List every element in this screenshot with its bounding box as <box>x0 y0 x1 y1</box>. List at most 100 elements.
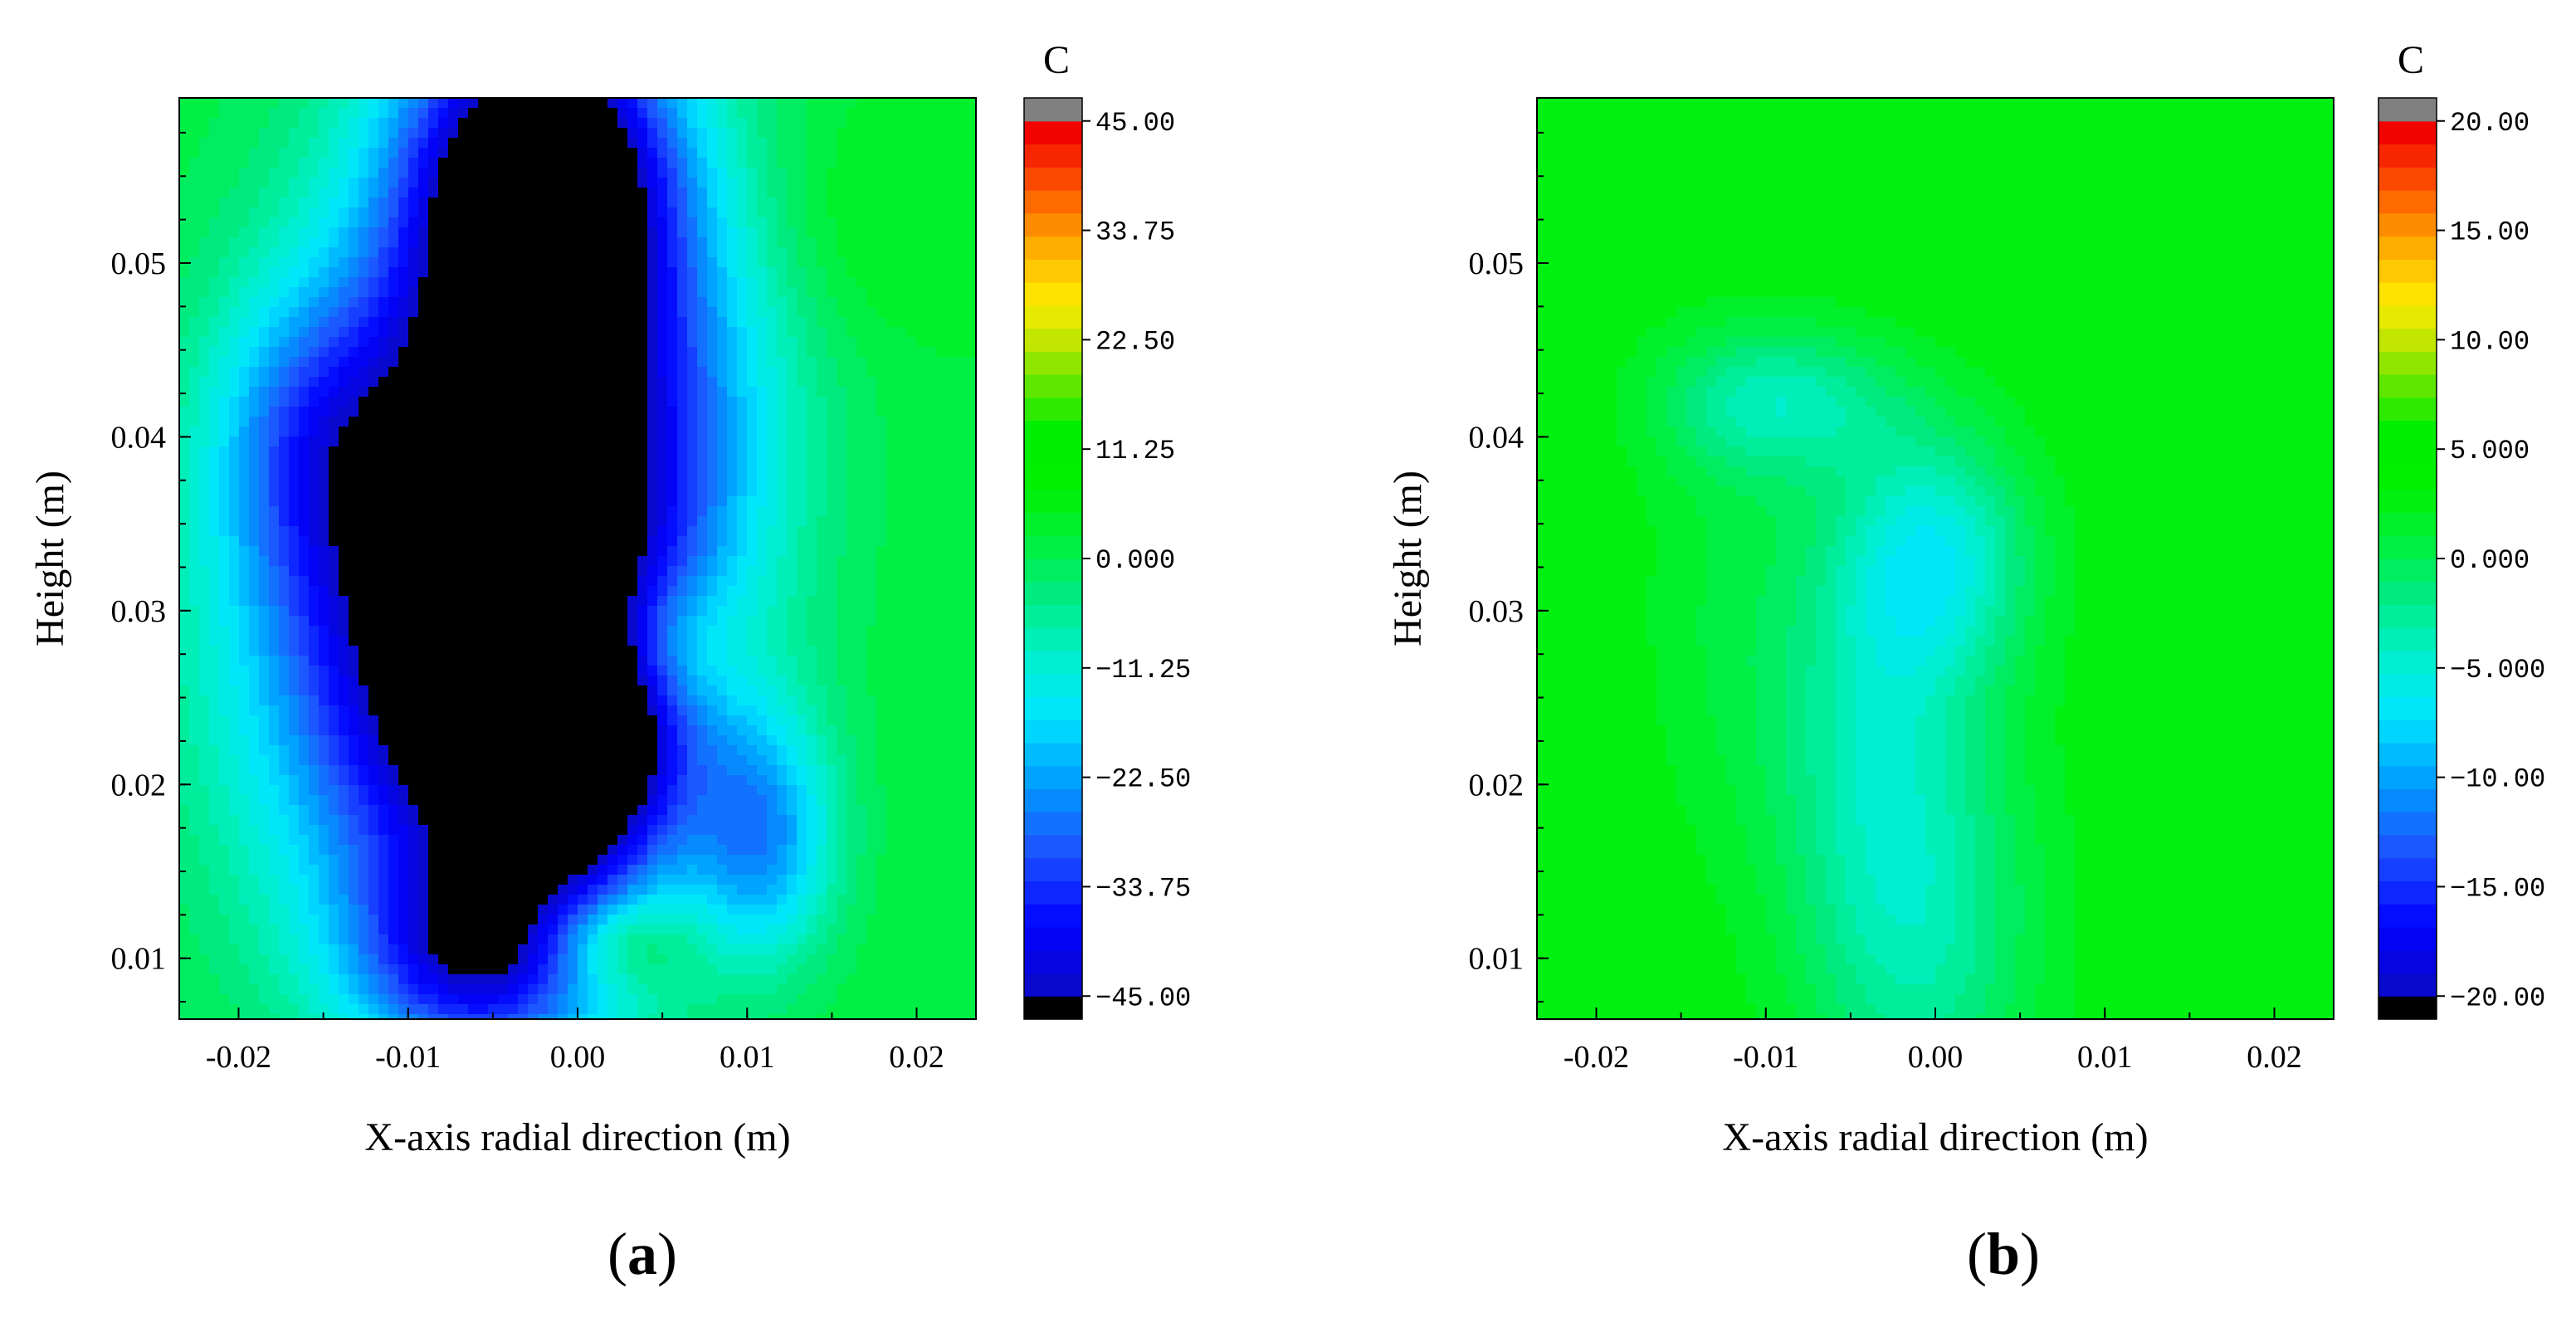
contour-cell <box>309 616 320 627</box>
contour-cell <box>717 198 728 208</box>
contour-cell <box>876 377 887 388</box>
contour-cell <box>538 417 549 427</box>
contour-cell <box>508 227 519 238</box>
contour-cell <box>538 148 549 159</box>
contour-cell <box>239 257 250 268</box>
contour-cell <box>657 685 668 696</box>
contour-cell <box>817 207 827 218</box>
contour-cell <box>896 118 907 129</box>
contour-cell <box>289 217 300 228</box>
contour-cell <box>598 695 608 706</box>
contour-cell <box>229 297 240 308</box>
contour-cell <box>349 337 359 348</box>
contour-cell <box>966 168 976 178</box>
contour-cell <box>528 437 539 447</box>
contour-cell <box>946 257 957 268</box>
contour-cell <box>438 536 449 547</box>
contour-cell <box>588 138 598 149</box>
contour-cell <box>259 237 270 248</box>
contour-cell <box>269 466 280 477</box>
contour-cell <box>946 496 957 507</box>
contour-cell <box>229 516 240 527</box>
contour-cell <box>488 676 499 686</box>
contour-cell <box>916 217 927 228</box>
contour-cell <box>846 546 857 557</box>
contour-cell <box>588 417 598 427</box>
contour-cell <box>408 486 419 497</box>
contour-cell <box>787 437 798 447</box>
contour-cell <box>637 198 648 208</box>
contour-cell <box>837 178 847 188</box>
contour-cell <box>946 247 957 258</box>
contour-cell <box>209 188 220 198</box>
contour-cell <box>488 118 499 129</box>
contour-cell <box>538 586 549 597</box>
contour-cell <box>438 217 449 228</box>
contour-cell <box>607 188 618 198</box>
contour-cell <box>607 118 618 129</box>
contour-cell <box>886 357 897 368</box>
contour-cell <box>359 576 369 587</box>
contour-cell <box>468 606 479 617</box>
contour-cell <box>368 566 379 577</box>
contour-cell <box>518 626 529 637</box>
contour-cell <box>339 636 349 646</box>
contour-cell <box>498 636 509 646</box>
contour-cell <box>448 556 459 567</box>
contour-cell <box>886 546 897 557</box>
contour-cell <box>737 198 748 208</box>
contour-cell <box>189 656 200 666</box>
contour-cell <box>378 427 389 437</box>
contour-cell <box>936 636 947 646</box>
contour-cell <box>478 118 489 129</box>
contour-cell <box>448 516 459 527</box>
contour-cell <box>508 158 519 168</box>
contour-cell <box>189 715 200 726</box>
contour-cell <box>538 437 549 447</box>
contour-cell <box>866 207 877 218</box>
contour-cell <box>926 397 937 407</box>
contour-cell <box>189 486 200 497</box>
contour-cell <box>309 546 320 557</box>
contour-cell <box>189 437 200 447</box>
contour-cell <box>727 496 738 507</box>
contour-cell <box>229 536 240 547</box>
contour-cell <box>428 705 439 716</box>
contour-cell <box>279 566 290 577</box>
contour-cell <box>398 387 409 398</box>
contour-cell <box>299 715 310 726</box>
contour-cell <box>548 586 559 597</box>
contour-cell <box>478 526 489 537</box>
contour-cell <box>956 466 967 477</box>
contour-cell <box>707 456 718 467</box>
contour-cell <box>757 367 768 378</box>
contour-cell <box>438 516 449 527</box>
contour-cell <box>438 307 449 318</box>
contour-cell <box>757 387 768 398</box>
contour-cell <box>339 347 349 358</box>
contour-cell <box>607 287 618 298</box>
contour-cell <box>289 118 300 129</box>
contour-cell <box>837 317 847 328</box>
contour-cell <box>239 546 250 557</box>
contour-cell <box>418 267 429 278</box>
contour-cell <box>657 138 668 149</box>
contour-cell <box>846 168 857 178</box>
contour-cell <box>697 417 708 427</box>
contour-cell <box>717 407 728 417</box>
contour-cell <box>518 506 529 517</box>
contour-cell <box>677 476 688 487</box>
contour-cell <box>378 148 389 159</box>
contour-cell <box>319 456 329 467</box>
contour-cell <box>309 168 320 178</box>
contour-cell <box>906 168 917 178</box>
contour-cell <box>637 676 648 686</box>
contour-cell <box>627 556 638 567</box>
contour-cell <box>249 596 260 607</box>
contour-cell <box>468 556 479 567</box>
contour-cell <box>189 347 200 358</box>
contour-cell <box>189 606 200 617</box>
contour-cell <box>777 526 788 537</box>
contour-cell <box>757 496 768 507</box>
contour-cell <box>627 397 638 407</box>
